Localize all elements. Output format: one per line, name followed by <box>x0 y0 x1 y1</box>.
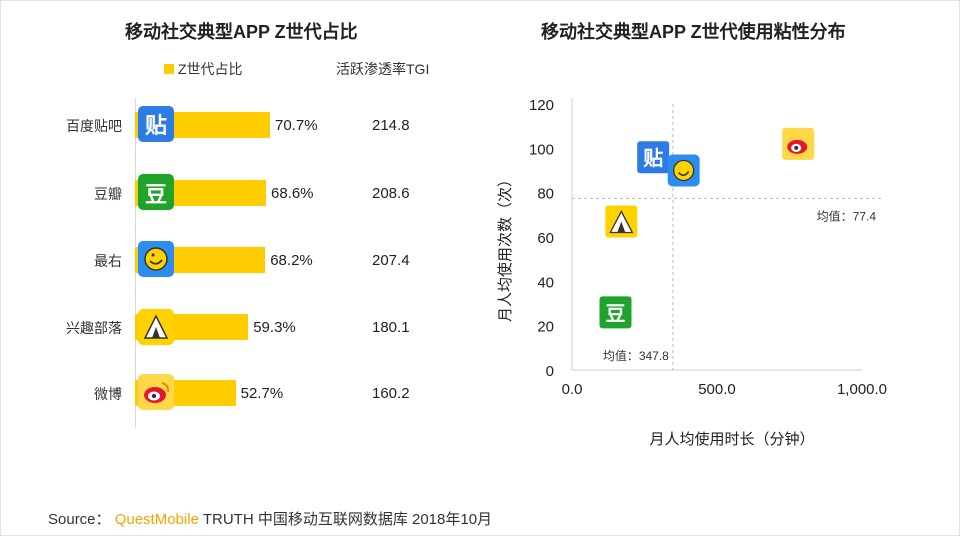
buluo-glyph <box>143 314 169 339</box>
y-tick-label: 20 <box>537 319 554 336</box>
scatter-point-douban-icon: 豆 <box>599 296 632 329</box>
buluo-icon <box>138 309 174 345</box>
tgi-value: 160.2 <box>372 385 410 402</box>
tgi-value: 208.6 <box>372 185 410 202</box>
y-tick-label: 40 <box>537 274 554 291</box>
category-label: 最右 <box>94 253 122 269</box>
scatter-chart-title: 移动社交典型APP Z世代使用粘性分布 <box>541 22 846 42</box>
zuiyou-glyph <box>144 247 168 271</box>
y-axis-title: 月人均使用次数（次） <box>497 172 514 322</box>
tgi-value: 180.1 <box>372 319 410 336</box>
svg-text:豆: 豆 <box>606 303 626 325</box>
scatter-point-zuiyou-icon <box>667 154 700 187</box>
bar-value-label: 59.3% <box>253 319 296 336</box>
scatter-point-tieba-icon: 贴 <box>637 141 670 174</box>
source-brand: QuestMobile <box>114 511 199 528</box>
source-prefix: Source： <box>48 511 111 528</box>
tieba-glyph: 贴 <box>144 113 167 138</box>
mean-x-label: 均值：347.8 <box>603 348 669 363</box>
tgi-value: 214.8 <box>372 117 410 134</box>
zuiyou-icon <box>138 241 174 277</box>
category-label: 百度贴吧 <box>66 118 122 134</box>
scatter-point-weibo-icon <box>782 127 815 160</box>
mean-y-label: 均值：77.4 <box>817 208 877 223</box>
x-tick-label: 0.0 <box>562 381 583 398</box>
weibo-glyph <box>144 382 170 403</box>
y-tick-label: 80 <box>537 186 554 203</box>
douban-icon: 豆 <box>138 174 174 210</box>
svg-text:贴: 贴 <box>643 147 663 170</box>
x-tick-label: 500.0 <box>698 381 736 398</box>
douban-glyph: 豆 <box>144 182 167 207</box>
bar-value-label: 70.7% <box>275 117 318 134</box>
legend-swatch-z-share <box>164 64 174 74</box>
tieba-icon: 贴 <box>138 106 174 142</box>
y-tick-label: 120 <box>529 97 554 114</box>
legend-z-share: Z世代占比 <box>178 61 243 77</box>
x-axis-title: 月人均使用时长（分钟） <box>649 431 814 448</box>
y-tick-label: 100 <box>529 141 554 158</box>
tgi-value: 207.4 <box>372 252 410 269</box>
source-line: Source： QuestMobile TRUTH 中国移动互联网数据库 201… <box>48 508 492 529</box>
bar-value-label: 68.6% <box>270 185 314 202</box>
y-tick-label: 0 <box>546 363 554 380</box>
category-label: 兴趣部落 <box>66 320 122 336</box>
category-label: 微博 <box>94 386 122 402</box>
bar-value-label: 68.2% <box>270 252 313 269</box>
category-label: 豆瓣 <box>94 186 122 202</box>
y-tick-label: 60 <box>537 230 554 247</box>
source-text: TRUTH 中国移动互联网数据库 2018年10月 <box>202 511 493 528</box>
bar-chart-title: 移动社交典型APP Z世代占比 <box>125 22 358 42</box>
weibo-icon <box>138 374 174 410</box>
bar-value-label: 52.7% <box>240 385 284 402</box>
scatter-point-buluo-icon <box>605 205 638 238</box>
x-tick-label: 1,000.0 <box>837 381 887 398</box>
legend-tgi: 活跃渗透率TGI <box>336 61 430 77</box>
